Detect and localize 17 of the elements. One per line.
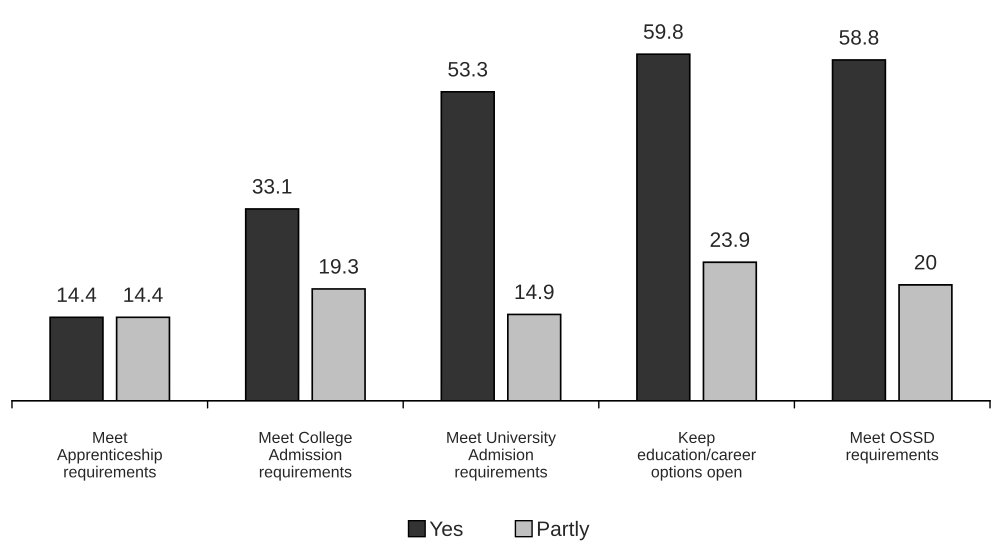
data-label: 23.9 <box>710 232 750 248</box>
legend-label: Yes <box>430 522 463 536</box>
data-label: 19.3 <box>320 258 358 274</box>
x-tick-label: Meet Apprenticeship requirements <box>56 432 162 481</box>
data-label: 33.1 <box>252 178 292 194</box>
data-label: 20 <box>914 254 936 270</box>
legend-label: Partly <box>538 520 590 540</box>
x-tick-label: Meet OSSD requirements <box>846 432 938 464</box>
data-label: 59.8 <box>644 24 683 39</box>
data-label: 58.8 <box>840 30 878 45</box>
data-label: 14.9 <box>516 284 554 300</box>
data-label: 14.4 <box>124 288 163 302</box>
data-label: 14.4 <box>58 288 96 302</box>
x-tick-label: Meet University Admision requirements <box>447 431 556 481</box>
x-tick-label: Keep education/career options open <box>638 432 756 481</box>
data-label: 53.3 <box>448 62 488 77</box>
x-tick-label: Meet College Admission requirements <box>260 431 352 481</box>
